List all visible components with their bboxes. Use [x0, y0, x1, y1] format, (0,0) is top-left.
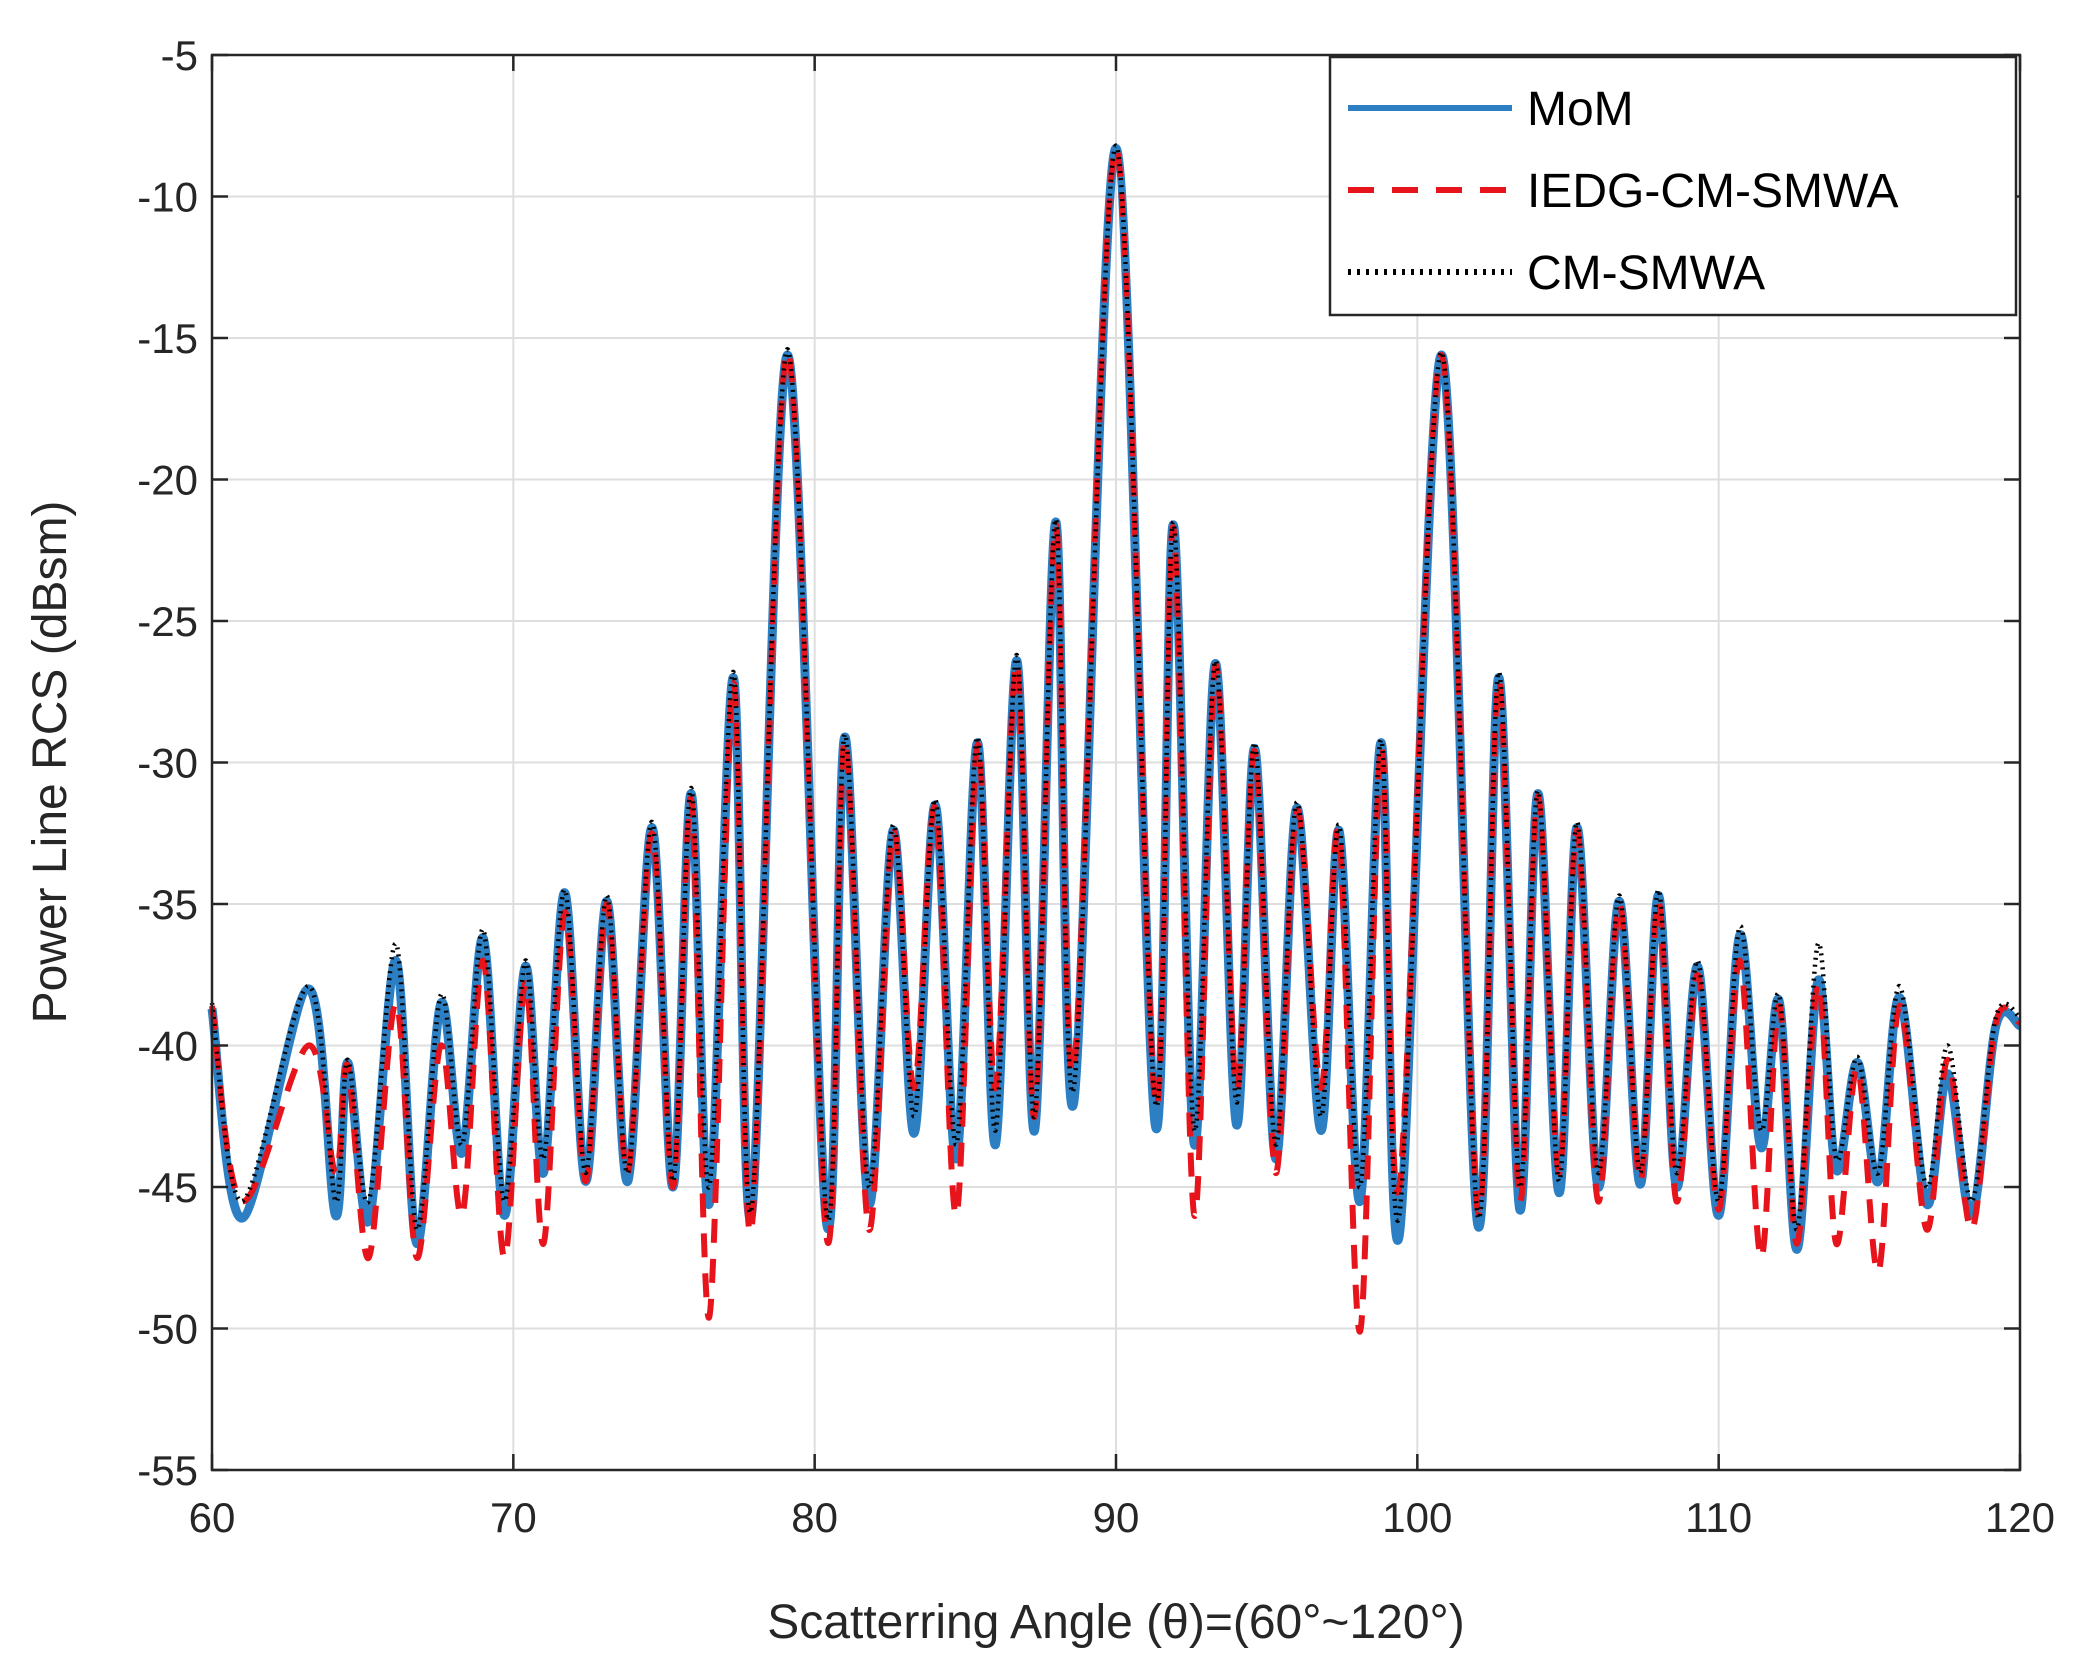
- x-tick-label: 60: [189, 1494, 236, 1541]
- x-tick-label: 100: [1382, 1494, 1452, 1541]
- legend-box: [1328, 55, 2018, 317]
- legend-label-cm-smwa: CM-SMWA: [1527, 247, 1765, 300]
- ticks: 60 70 80 90 100 110 120 -5 -10 -15 -20 -25 -30 -35 -40…: [137, 32, 2055, 1541]
- x-tick-label: 110: [1685, 1494, 1752, 1541]
- y-tick-label: -55: [137, 1447, 198, 1494]
- y-tick-label: -40: [137, 1023, 198, 1070]
- x-tick-label: 70: [490, 1494, 537, 1541]
- y-tick-label: -35: [137, 881, 198, 928]
- legend-label-mom: MoM: [1527, 83, 1634, 136]
- series-line-cm-smwa: [209, 143, 2022, 1232]
- y-axis-title: Power Line RCS (dBsm): [24, 501, 77, 1024]
- y-tick-label: -45: [137, 1164, 198, 1211]
- y-tick-label: -20: [137, 457, 198, 504]
- x-tick-label: 80: [791, 1494, 838, 1541]
- y-tick-label: -50: [137, 1306, 198, 1353]
- legend-label-iedg-cm-smwa: IEDG-CM-SMWA: [1527, 165, 1899, 218]
- x-axis-title: Scatterring Angle (θ)=(60°~120°): [767, 1596, 1464, 1649]
- y-tick-label: -15: [137, 315, 198, 362]
- y-tick-label: -10: [137, 174, 198, 221]
- x-tick-label: 90: [1093, 1494, 1140, 1541]
- y-tick-label: -5: [161, 32, 198, 79]
- y-tick-label: -25: [137, 598, 198, 645]
- x-tick-label: 120: [1985, 1494, 2055, 1541]
- y-tick-label: -30: [137, 740, 198, 787]
- series-group: [207, 143, 2023, 1335]
- legend: MoM IEDG-CM-SMWA CM-SMWA: [1328, 55, 2018, 317]
